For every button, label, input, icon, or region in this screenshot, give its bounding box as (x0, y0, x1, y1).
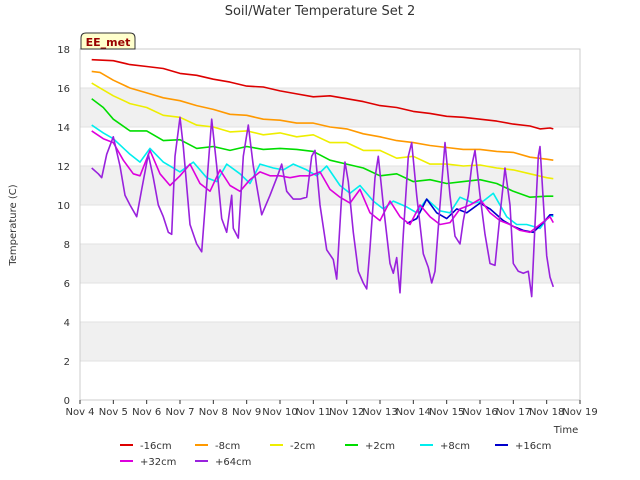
legend-label: +32cm (140, 457, 176, 468)
legend-label: +2cm (365, 441, 395, 452)
series-line-+2cm (91, 98, 554, 198)
y-axis: 0 2 4 6 8 10 12 14 16 18 (57, 45, 70, 407)
y-tick-label: 12 (57, 162, 70, 173)
x-tick-label: Nov 18 (529, 407, 564, 418)
legend-item: -8cm (195, 441, 240, 452)
x-tick-label: Nov 16 (462, 407, 497, 418)
x-tick-label: Nov 17 (496, 407, 531, 418)
x-tick-label: Nov 8 (199, 407, 228, 418)
legend-item: +64cm (195, 457, 251, 468)
chart-title: Soil/Water Temperature Set 2 (225, 4, 416, 19)
legend-item: +8cm (420, 441, 470, 452)
y-tick-label: 8 (64, 240, 70, 251)
series-line-+8cm (91, 124, 554, 230)
legend-label: +8cm (440, 441, 470, 452)
plot-background-bands (80, 88, 580, 361)
legend-item: +32cm (120, 457, 176, 468)
y-tick-label: 14 (57, 123, 70, 134)
x-tick-label: Nov 11 (296, 407, 331, 418)
grid-band (80, 244, 580, 283)
y-tick-label: 2 (64, 357, 70, 368)
grid-band (80, 322, 580, 361)
grid-band (80, 88, 580, 127)
legend-item: +16cm (495, 441, 551, 452)
y-tick-label: 18 (57, 45, 70, 56)
legend-label: -8cm (215, 441, 240, 452)
series-line--16cm (91, 58, 554, 130)
x-tick-label: Nov 5 (99, 407, 128, 418)
x-tick-label: Nov 14 (396, 407, 431, 418)
series-lines (91, 58, 555, 298)
plot-frame (79, 48, 581, 401)
legend-label: -2cm (290, 441, 315, 452)
badge-label: EE_met (86, 36, 131, 49)
x-tick-label: Nov 9 (232, 407, 261, 418)
y-axis-label: Temperature (C) (8, 184, 19, 266)
x-tick-label: Nov 19 (562, 407, 597, 418)
x-axis-label: Time (553, 425, 578, 436)
x-tick-label: Nov 13 (362, 407, 397, 418)
series-line-+64cm (91, 116, 555, 298)
y-tick-label: 4 (64, 318, 70, 329)
legend-label: -16cm (140, 441, 172, 452)
legend: -16cm -8cm -2cm +2cm +8cm +16cm +32cm +64cm (120, 441, 551, 468)
x-tick-label: Nov 10 (262, 407, 297, 418)
series-line--2cm (91, 82, 554, 180)
y-tick-label: 0 (64, 396, 70, 407)
x-axis: Nov 4 Nov 5 Nov 6 Nov 7 Nov 8 Nov 9 Nov 10Nov … (65, 400, 598, 418)
x-tick-label: Nov 4 (65, 407, 94, 418)
badge-box (80, 32, 136, 50)
legend-item: +2cm (345, 441, 395, 452)
legend-item: -2cm (270, 441, 315, 452)
y-tick-label: 6 (64, 279, 70, 290)
legend-item: -16cm (120, 441, 172, 452)
legend-label: +16cm (515, 441, 551, 452)
series-line--8cm (91, 70, 554, 161)
y-tick-label: 10 (57, 201, 70, 212)
series-line-+32cm (91, 130, 554, 234)
legend-label: +64cm (215, 457, 251, 468)
x-tick-label: Nov 6 (132, 407, 161, 418)
x-tick-label: Nov 12 (329, 407, 364, 418)
site-badge: EE_met (80, 32, 136, 50)
x-tick-label: Nov 15 (429, 407, 464, 418)
y-tick-label: 16 (57, 84, 70, 95)
x-tick-label: Nov 7 (165, 407, 194, 418)
